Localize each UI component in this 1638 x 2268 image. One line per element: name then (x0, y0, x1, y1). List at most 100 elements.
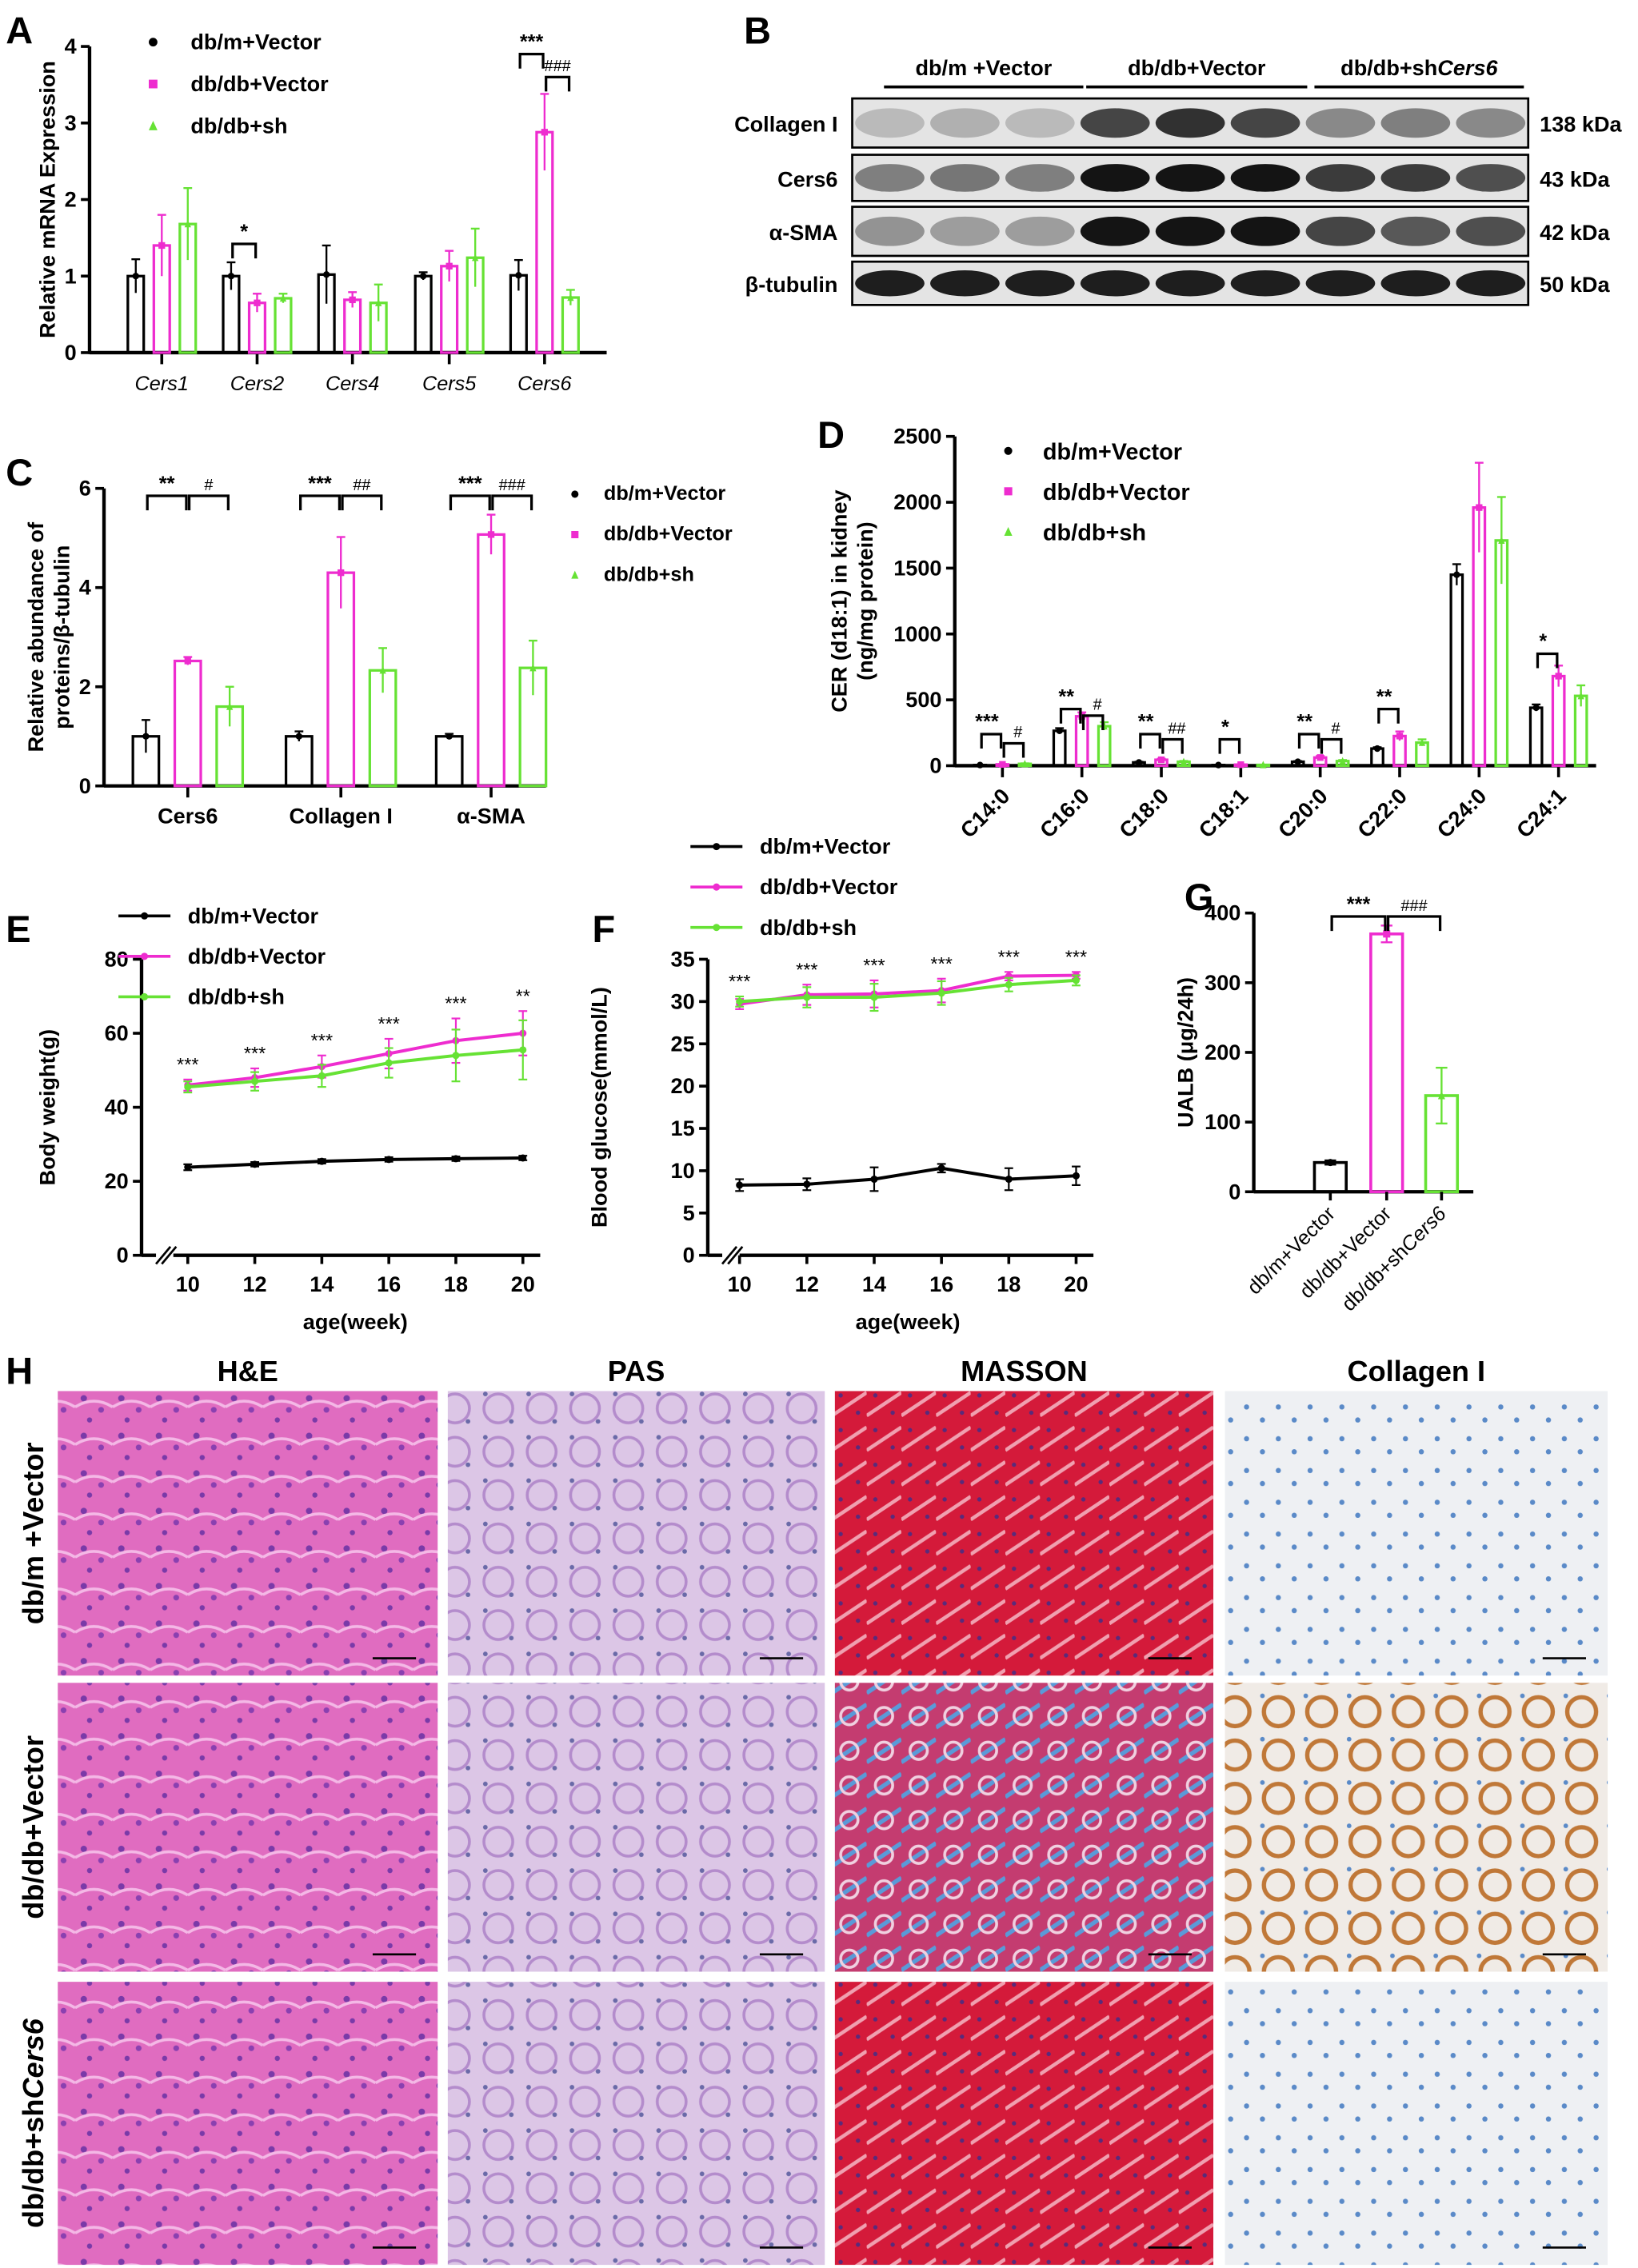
data-point (385, 1059, 393, 1067)
y-tick-label: 0 (1228, 1179, 1240, 1204)
y-tick-label: 2 (65, 187, 77, 212)
data-point (338, 569, 345, 577)
y-axis-label: Relative mRNA Expression (35, 61, 60, 338)
panel-letter: C (6, 451, 33, 493)
x-tick-label: 12 (243, 1272, 267, 1296)
data-point (445, 262, 453, 270)
legend-label: db/m+Vector (604, 482, 726, 505)
blot-band (1005, 108, 1075, 138)
significance-label: *** (177, 1054, 198, 1075)
legend-marker-1 (571, 530, 579, 539)
significance-label: *** (796, 959, 817, 980)
legend-label: db/db+sh (760, 915, 857, 940)
significance-label: ### (1401, 897, 1428, 915)
label-italic: Cers6 (17, 2018, 50, 2098)
histology-column-title: PAS (608, 1355, 665, 1388)
data-point (295, 733, 302, 740)
data-point (515, 272, 522, 279)
blot-band (1230, 216, 1300, 246)
label-text: db/db+Vector (188, 944, 326, 968)
data-point (803, 1180, 811, 1188)
data-point (452, 1155, 460, 1163)
y-tick-label: 10 (671, 1158, 695, 1183)
category-label: Cers5 (422, 373, 477, 395)
significance-label: *** (458, 473, 482, 495)
label-text: db/m+Vector (604, 482, 726, 505)
legend-label: db/db+Vector (760, 874, 898, 899)
bar (434, 735, 464, 788)
data-point (937, 989, 945, 997)
data-point (1326, 1159, 1334, 1167)
legend-marker-2 (149, 121, 158, 130)
blot-group-label: db/m +Vector (915, 55, 1052, 80)
y-axis-label: UALB (μg/24h) (1173, 977, 1198, 1128)
significance-label: ### (545, 58, 571, 75)
significance-bracket (518, 53, 545, 69)
significance-label: * (240, 221, 248, 243)
blot-band (1456, 108, 1526, 138)
category-label: Cers4 (326, 373, 379, 395)
data-point (184, 1164, 192, 1172)
y-tick-label: 4 (79, 575, 91, 600)
series-line (739, 978, 1077, 1004)
data-point (142, 733, 150, 740)
significance-label: ** (159, 473, 175, 495)
blot-band (930, 216, 1000, 246)
label-text: db/m +Vector (915, 55, 1052, 80)
data-point (1396, 733, 1404, 740)
label-text: db/db+sh (188, 984, 285, 1008)
significance-bracket (1218, 737, 1241, 754)
category-label: C22:0 (1352, 784, 1412, 843)
data-point (1005, 980, 1013, 988)
label-text: db/m+Vector (760, 834, 891, 859)
blot-band (1080, 270, 1150, 297)
data-point (1453, 571, 1460, 578)
histology-column-title: Collagen I (1348, 1355, 1486, 1388)
blot-band (1230, 164, 1300, 192)
y-tick-label: 60 (105, 1020, 129, 1045)
legend-marker-1 (149, 79, 158, 89)
label-text: db/db+Vector (190, 71, 329, 96)
data-point (349, 296, 356, 304)
data-point (567, 293, 574, 301)
significance-bracket (1139, 733, 1161, 749)
blot-group-label: db/db+shCers6 (1340, 55, 1498, 80)
y-axis-label: Body weight(g) (35, 1029, 60, 1186)
y-tick-label: 30 (671, 988, 695, 1013)
category-label: C18:0 (1114, 784, 1173, 843)
data-point (1157, 756, 1165, 764)
panel-letter: A (6, 9, 33, 51)
blot-band (1230, 270, 1300, 297)
y-tick-label: 6 (79, 476, 91, 501)
panel-letter: B (744, 9, 771, 51)
data-point (318, 1072, 326, 1080)
blot-group-label: db/db+Vector (1128, 55, 1266, 80)
legend-label: db/m+Vector (760, 834, 891, 859)
data-point (519, 1046, 527, 1054)
y-tick-label: 0 (683, 1243, 695, 1268)
legend-label: db/m+Vector (190, 30, 322, 54)
data-point (184, 1083, 192, 1091)
data-point (184, 657, 191, 665)
legend-marker-0 (141, 912, 149, 920)
axis-break (721, 1246, 738, 1265)
category-label: α-SMA (457, 804, 525, 829)
significance-label: ### (499, 477, 525, 494)
y-tick-label: 3 (65, 110, 77, 135)
label-text: db/db+Vector (760, 874, 898, 899)
y-tick-label: 2500 (893, 424, 941, 449)
data-point (487, 531, 495, 538)
histology-image (834, 1982, 1214, 2266)
significance-label: ## (353, 477, 370, 494)
label-text: db/db+sh (17, 2099, 50, 2229)
series-line (187, 1048, 523, 1089)
data-point (1237, 761, 1244, 769)
significance-label: # (204, 477, 213, 494)
data-point (1294, 758, 1301, 765)
legend-label: db/db+sh (604, 563, 694, 585)
data-point (1418, 738, 1426, 746)
significance-bracket (299, 494, 342, 511)
blot-protein-label: Collagen I (734, 112, 837, 137)
label-text: db/db+Vector (604, 523, 733, 545)
